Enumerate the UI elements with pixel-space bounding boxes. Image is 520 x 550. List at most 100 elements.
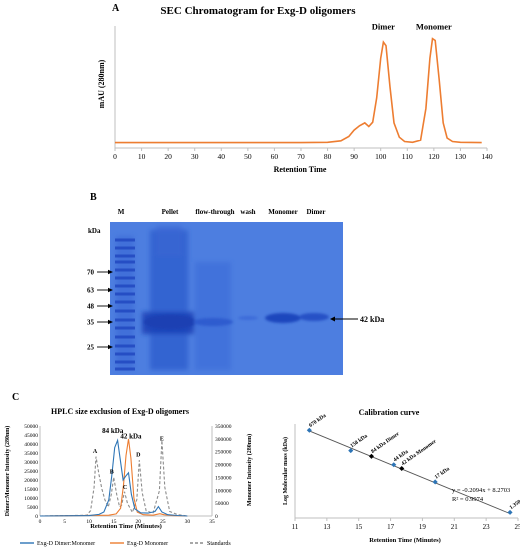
hplc-y2-axis-title: Monomer Intensity (280nm) <box>246 434 253 506</box>
hplc-y-tick-label: 15000 <box>24 487 38 493</box>
calib-x-tick-label: 17 <box>387 523 395 531</box>
gel-marker-label: 35 <box>87 319 95 327</box>
ladder-band <box>115 326 135 330</box>
hplc-y-tick-label: 45000 <box>24 433 38 439</box>
sec-x-axis-title: Retention Time <box>274 165 327 174</box>
hplc-peak-label: D <box>136 453 141 459</box>
gel-marker-label: 25 <box>87 344 95 352</box>
ladder-band <box>115 309 135 313</box>
gel-lane-label-wash: wash <box>240 208 255 216</box>
hplc-y-tick-label: 25000 <box>24 469 38 475</box>
gel-lane-labels: M Pellet flow-through wash Monomer Dimer <box>118 208 326 216</box>
hplc-y2-tick-label: 50000 <box>215 501 229 507</box>
hplc-y2-tick-label: 250000 <box>215 450 232 456</box>
calib-r-squared: R² = 0.9974 <box>452 496 484 503</box>
hplc-peak-label: 84 kDa <box>102 427 124 435</box>
gel-ladder <box>115 238 135 371</box>
hplc-x-tick-label: 20 <box>136 519 142 525</box>
calib-point <box>306 427 312 433</box>
hplc-peak-label: B <box>110 470 114 476</box>
sec-chart-title: SEC Chromatogram for Exg-D oligomers <box>160 5 356 17</box>
sec-x-tick-label: 0 <box>113 152 117 161</box>
calib-point <box>432 479 438 485</box>
hplc-y2-tick-label: 0 <box>215 514 218 520</box>
hplc-y-tick-label: 10000 <box>24 496 38 502</box>
hplc-y-tick-label: 40000 <box>24 442 38 448</box>
ladder-band <box>115 335 135 339</box>
hplc-peak-label: A <box>93 449 98 455</box>
sec-x-tick-label: 20 <box>164 152 172 161</box>
calib-point-label: 17 kDa <box>434 466 451 481</box>
dimer-band <box>299 313 329 321</box>
calib-x-tick-label: 25 <box>515 523 520 531</box>
calib-point-label: 84 kDa Dimer <box>370 431 401 455</box>
calib-x-tick-label: 15 <box>355 523 363 531</box>
calib-point <box>391 462 397 468</box>
calib-x-tick-label: 21 <box>451 523 459 531</box>
hplc-y-tick-label: 20000 <box>24 478 38 484</box>
wash-band <box>238 316 258 320</box>
gel-kda-unit: kDa <box>88 227 101 235</box>
gel-marker-label: 70 <box>87 269 95 277</box>
sec-y-axis-title: mAU (280nm) <box>97 59 106 108</box>
hplc-y-axis-title: Dimer:Monomer Intensity (280nm) <box>4 426 11 517</box>
hplc-y2-tick-label: 200000 <box>215 463 232 469</box>
sec-x-tick-label: 130 <box>455 152 467 161</box>
gel-marker-arrowhead-icon <box>108 269 113 275</box>
band-arrowhead-icon <box>330 316 335 322</box>
calib-point <box>399 465 405 472</box>
hplc-x-tick-label: 25 <box>160 519 166 525</box>
ladder-band <box>115 292 135 296</box>
gel-bands <box>144 313 329 329</box>
gel-lane-label-flow-through: flow-through <box>195 208 234 216</box>
calib-x-tick-label: 11 <box>292 523 299 531</box>
calib-equation: y = -0.2094x + 8.2703 <box>452 487 510 494</box>
ladder-band <box>115 344 135 348</box>
hplc-legend: Exg-D Dimer:Monomer Exg-D Monomer Standard… <box>20 541 231 547</box>
sec-peak-label: Monomer <box>416 22 452 32</box>
sec-x-tick-label: 70 <box>297 152 305 161</box>
gel-lane-label-dimer: Dimer <box>306 208 325 216</box>
hplc-peak-label: E <box>160 436 164 442</box>
panel-label-a: A <box>112 3 120 14</box>
calib-point-label: 158 kDa <box>349 433 369 449</box>
ladder-band <box>115 318 135 322</box>
hplc-y-tick-label: 0 <box>35 514 38 520</box>
sec-x-tick-label: 120 <box>428 152 440 161</box>
ladder-band <box>115 238 135 242</box>
gel-lane-label-monomer: Monomer <box>268 208 298 216</box>
hplc-series-line <box>39 438 188 517</box>
hplc-legend-label: Standards <box>207 541 231 547</box>
calib-x-ticks: 11 13 15 17 19 21 23 25 <box>292 518 520 531</box>
hplc-chart: 0 5 10 15 20 25 30 3505000100001500020000250003… <box>24 424 232 525</box>
calib-point-label: 1.350 kDa <box>509 492 520 511</box>
gel-marker-arrowhead-icon <box>108 303 113 309</box>
hplc-x-tick-label: 15 <box>111 519 117 525</box>
sec-x-tick-label: 30 <box>191 152 199 161</box>
sec-x-tick-label: 110 <box>402 152 413 161</box>
calib-x-tick-label: 19 <box>419 523 427 531</box>
hplc-x-tick-label: 30 <box>185 519 191 525</box>
sec-chart: 0 10 20 30 40 50 60 70 80 90 100 110 120 130 140 Dimer… <box>113 22 493 161</box>
flow-through-band <box>193 318 233 326</box>
sec-x-tick-label: 10 <box>138 152 146 161</box>
gel-lane-label-m: M <box>118 208 125 216</box>
gel-size-markers: 70 63 48 35 25 <box>87 269 113 352</box>
gel-marker-label: 63 <box>87 287 95 295</box>
ladder-band <box>115 268 135 272</box>
hplc-y2-tick-label: 350000 <box>215 424 232 430</box>
calib-x-tick-label: 23 <box>483 523 491 531</box>
hplc-plot-area <box>39 438 188 517</box>
calib-trendline <box>309 430 511 515</box>
gel-lane-label-pellet: Pellet <box>162 208 179 216</box>
gel-marker-arrowhead-icon <box>108 344 113 350</box>
sec-peak-label: Dimer <box>372 22 395 32</box>
ladder-band <box>115 300 135 304</box>
ladder-band <box>115 260 135 264</box>
hplc-legend-label: Exg-D Monomer <box>127 541 168 547</box>
ladder-band <box>115 284 135 288</box>
ladder-band <box>115 367 135 371</box>
band-size-label: 42 kDa <box>360 315 384 324</box>
